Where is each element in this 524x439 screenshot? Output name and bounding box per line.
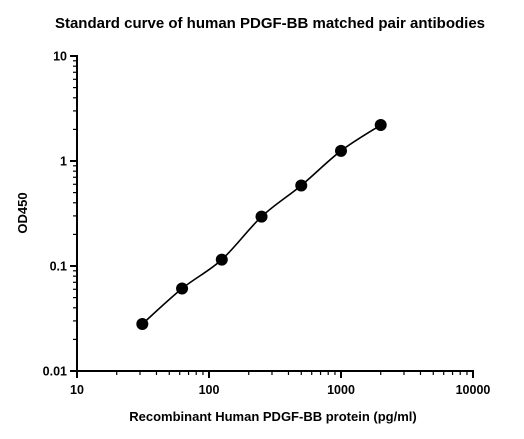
axis-ticks	[70, 55, 474, 378]
x-tick-label: 10000	[456, 383, 491, 397]
y-axis-label: OD450	[15, 192, 30, 233]
data-points	[136, 119, 387, 331]
y-tick-label: 0.1	[50, 260, 67, 274]
data-point	[335, 144, 347, 157]
y-tick-label: 1	[60, 155, 67, 169]
x-tick-label: 10	[70, 383, 84, 397]
data-point	[176, 282, 189, 295]
chart-title: Standard curve of human PDGF-BB matched …	[55, 15, 485, 32]
y-tick-label: 0.01	[43, 365, 67, 379]
data-point	[295, 179, 308, 192]
data-point	[374, 119, 387, 132]
x-tick-label: 100	[199, 383, 220, 397]
x-axis-label: Recombinant Human PDGF-BB protein (pg/ml…	[129, 409, 416, 424]
data-point	[215, 253, 228, 266]
tick-labels: 10 100 1000 10000 0.01 0.1 1 10	[43, 50, 491, 398]
data-point	[136, 318, 149, 331]
data-point	[255, 210, 268, 223]
axes	[76, 55, 474, 372]
y-tick-label: 10	[53, 50, 67, 64]
x-tick-label: 1000	[327, 383, 355, 397]
